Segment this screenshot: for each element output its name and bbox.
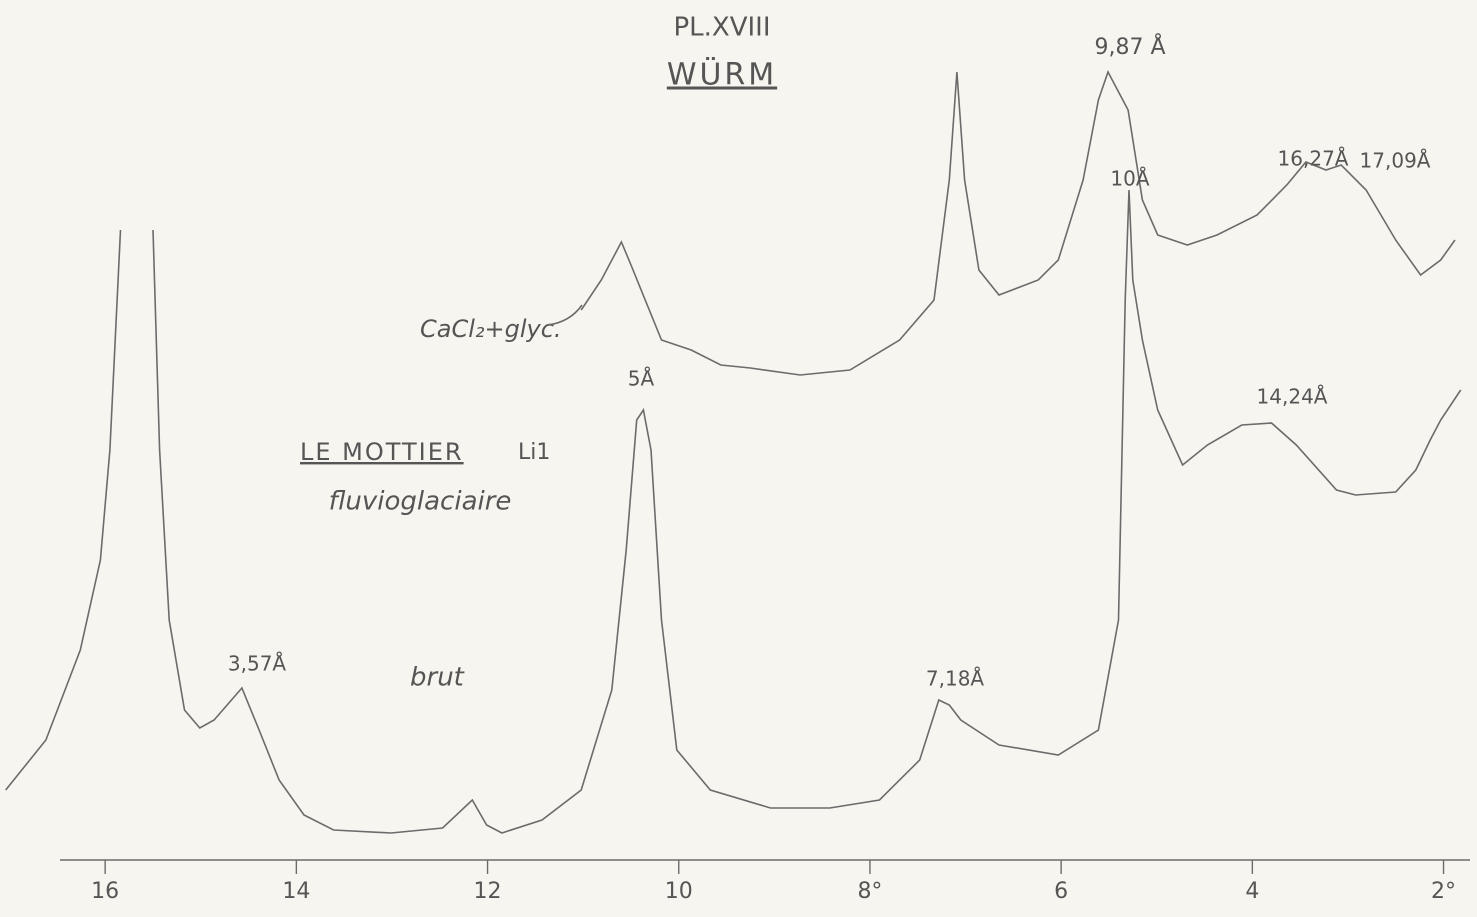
x-tick-label: 16 bbox=[91, 879, 119, 904]
annotation: 9,87 Å bbox=[1094, 33, 1165, 60]
annotation: 3,57Å bbox=[228, 652, 287, 676]
chart-subtitle: WÜRM bbox=[667, 57, 777, 93]
series-label: brut bbox=[410, 663, 465, 693]
annotation: 14,24Å bbox=[1257, 385, 1328, 409]
x-tick-label: 14 bbox=[282, 879, 310, 904]
series-line bbox=[5, 189, 1462, 834]
series-line bbox=[580, 69, 1456, 376]
annotation: 16,27Å bbox=[1278, 147, 1349, 171]
annotation: 10Å bbox=[1110, 167, 1149, 191]
annotation: 5Å bbox=[628, 367, 655, 391]
annotation: 7,18Å bbox=[926, 667, 985, 691]
x-tick-label: 12 bbox=[474, 879, 502, 904]
series-label: CaCl₂+glyc. bbox=[420, 315, 562, 343]
x-tick-label: 6 bbox=[1054, 879, 1068, 904]
chart-title: PL.XVIII bbox=[673, 13, 770, 43]
label-leader bbox=[547, 304, 583, 326]
annotation: fluvioglaciaire bbox=[329, 487, 512, 517]
annotation: Li1 bbox=[518, 440, 550, 465]
x-tick-label: 10 bbox=[665, 879, 693, 904]
x-tick-label: 8° bbox=[857, 879, 882, 904]
annotation: LE MOTTIER bbox=[300, 438, 464, 466]
x-tick-label: 4 bbox=[1245, 879, 1259, 904]
x-tick-label: 2° bbox=[1431, 879, 1456, 904]
annotation: 17,09Å bbox=[1360, 149, 1431, 173]
